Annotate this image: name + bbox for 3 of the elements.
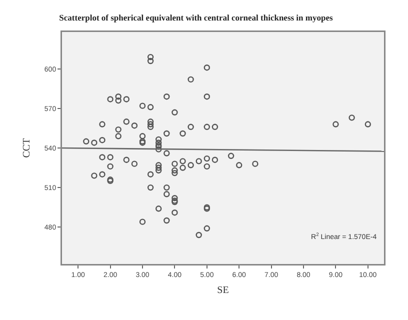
- x-axis-title: SE: [217, 285, 229, 296]
- chart-title: Scatterplot of spherical equivalent with central corneal thickness in myopes: [59, 12, 334, 22]
- y-axis-title: CCT: [22, 138, 33, 158]
